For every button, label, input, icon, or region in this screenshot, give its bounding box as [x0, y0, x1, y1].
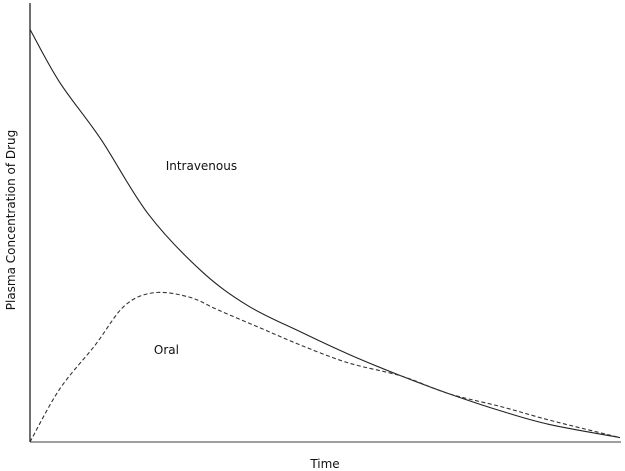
y-axis-label: Plasma Concentration of Drug — [4, 130, 18, 311]
series-label-oral: Oral — [154, 343, 179, 357]
series-line-oral — [29, 291, 621, 443]
series-layer — [29, 29, 621, 443]
series-label-intravenous: Intravenous — [166, 159, 237, 173]
annotation-layer: Intravenous Oral — [154, 159, 237, 357]
series-line-intravenous — [29, 29, 621, 439]
x-axis-label: Time — [309, 457, 339, 471]
